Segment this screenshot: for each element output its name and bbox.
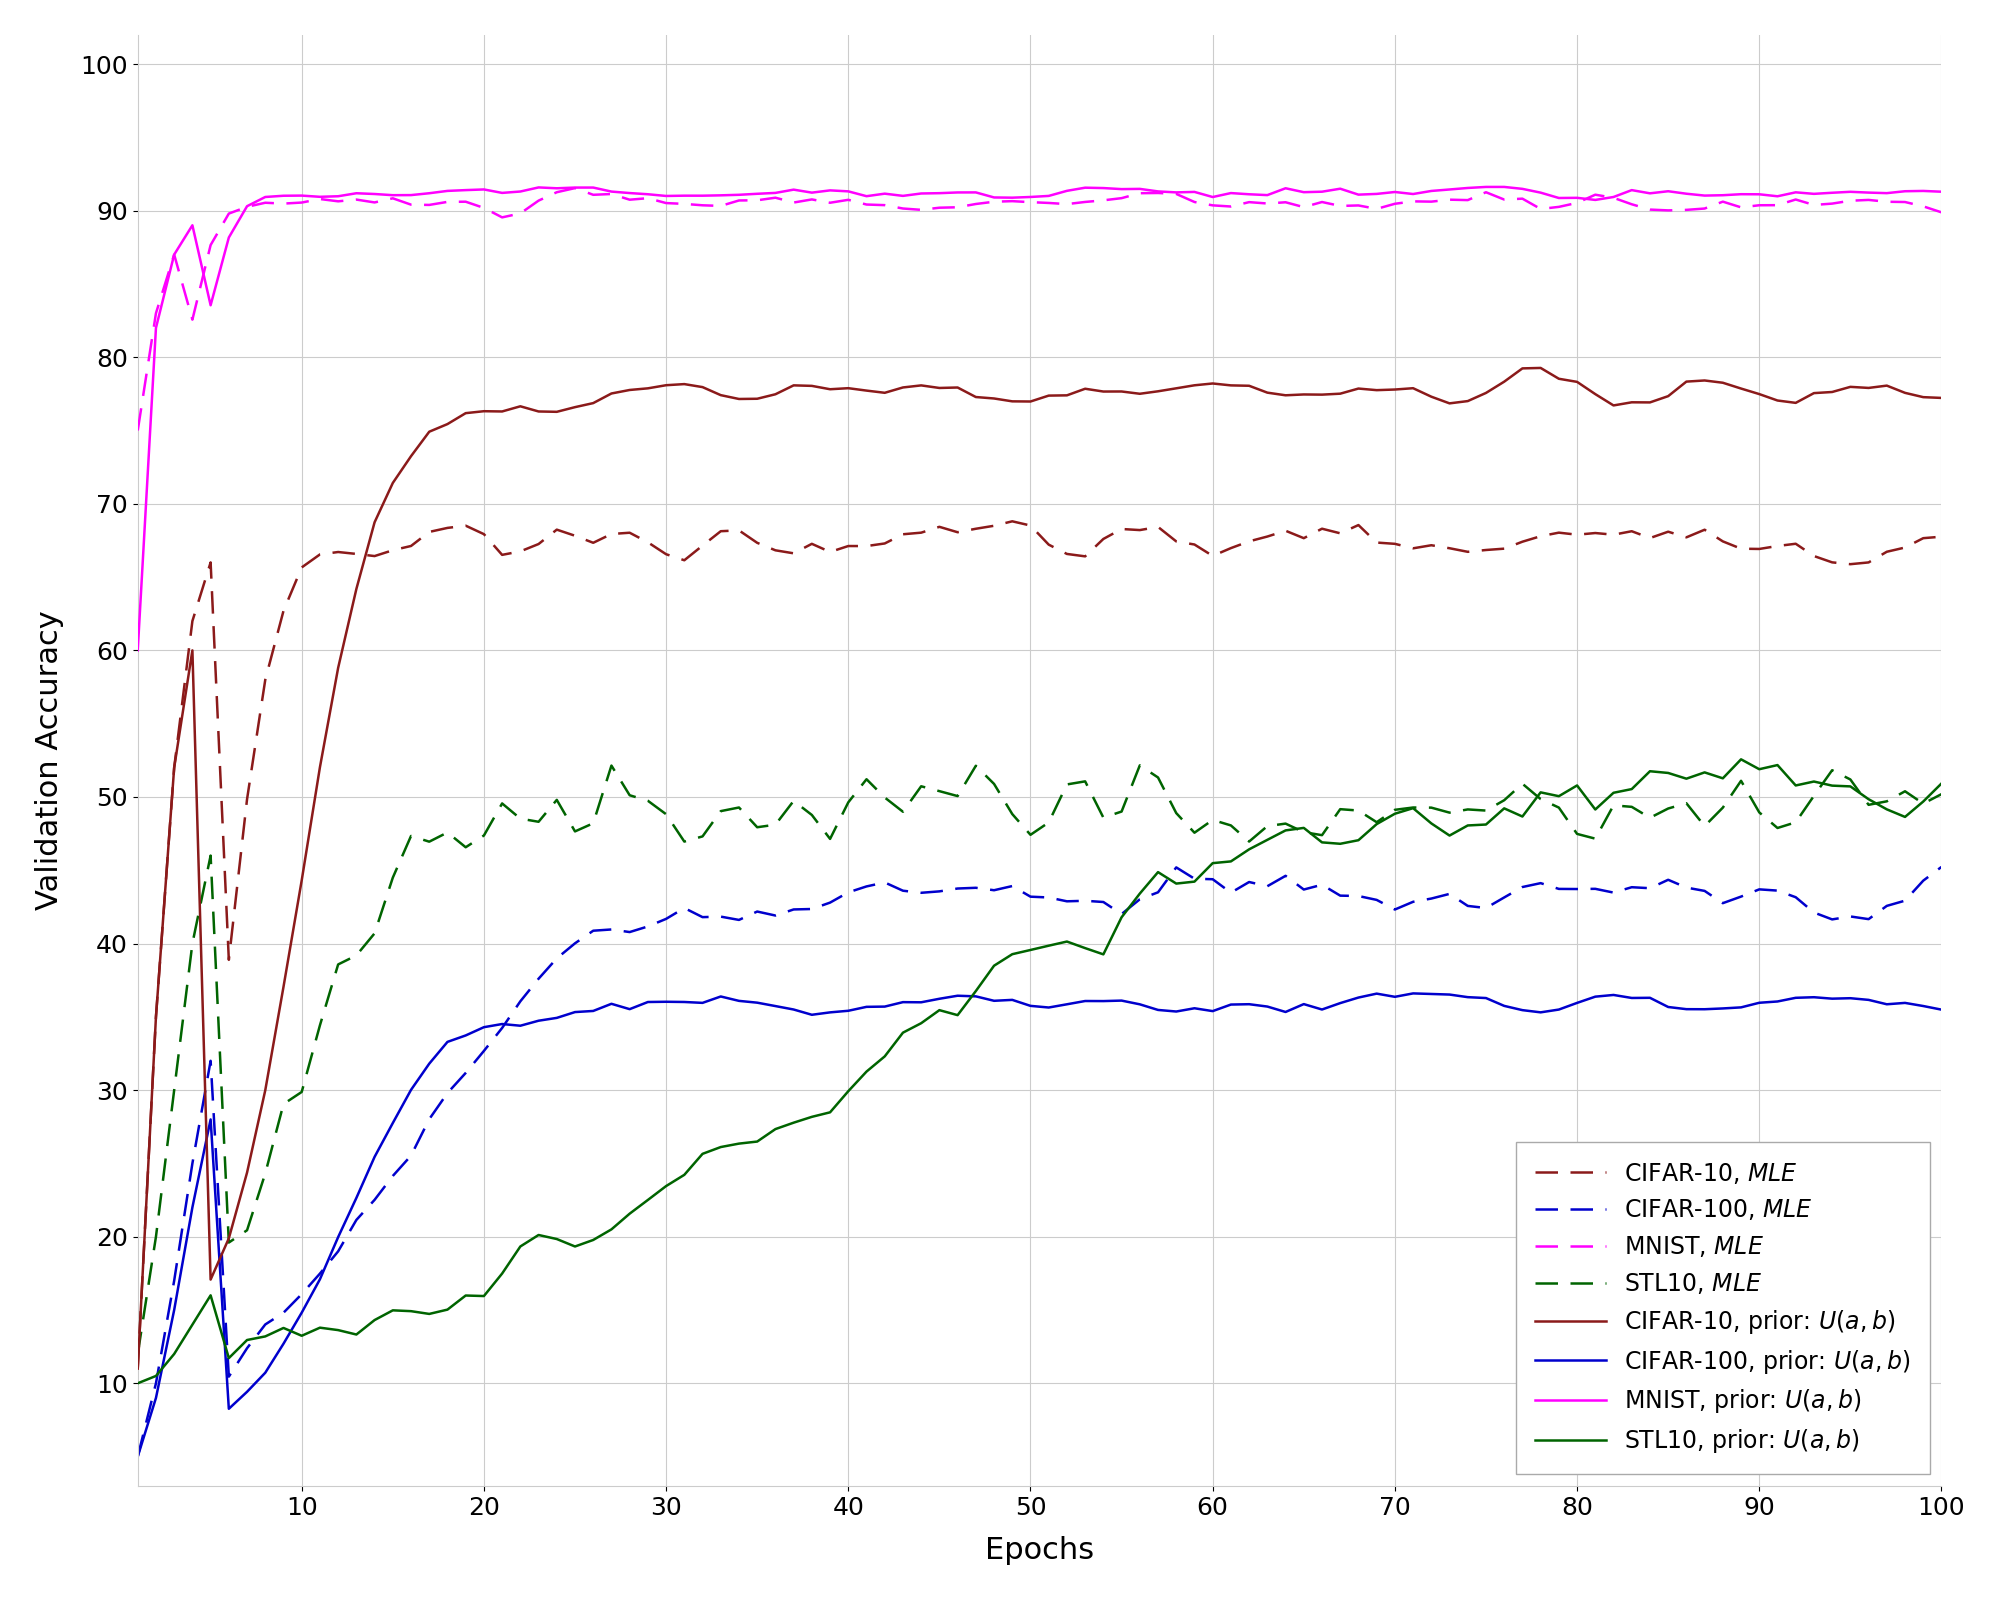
X-axis label: Epochs: Epochs — [986, 1536, 1094, 1565]
Y-axis label: Validation Accuracy: Validation Accuracy — [34, 611, 64, 910]
Legend: CIFAR-10, $\it{MLE}$, CIFAR-100, $\it{MLE}$, MNIST, $\it{MLE}$, STL10, $\it{MLE}: CIFAR-10, $\it{MLE}$, CIFAR-100, $\it{ML… — [1516, 1142, 1930, 1474]
